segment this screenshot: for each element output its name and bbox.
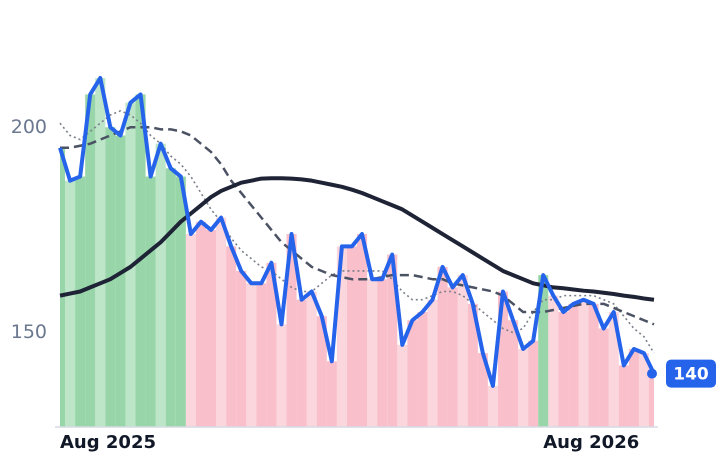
column [467, 303, 478, 427]
column [346, 246, 357, 427]
column [246, 283, 257, 427]
column [256, 283, 267, 427]
line [58, 76, 656, 388]
column [618, 365, 629, 427]
column [276, 324, 287, 427]
column [367, 279, 378, 427]
column [417, 312, 428, 427]
column [568, 303, 579, 427]
column [85, 94, 96, 428]
column [477, 353, 488, 427]
column [538, 275, 549, 427]
column [195, 221, 206, 427]
column [155, 143, 166, 428]
column [437, 266, 448, 427]
column [508, 320, 519, 427]
column [457, 275, 468, 427]
column [296, 299, 307, 427]
column [407, 320, 418, 427]
column [548, 295, 559, 427]
x-tick-label: Aug 2025 [60, 432, 156, 453]
column [336, 246, 347, 427]
column [588, 303, 599, 427]
column [648, 373, 654, 427]
badge [666, 359, 716, 388]
column [165, 168, 176, 427]
column [397, 344, 408, 427]
column [205, 229, 217, 427]
column [115, 135, 126, 427]
y-tick-label: 150 [11, 321, 47, 343]
column [216, 217, 227, 427]
column [528, 340, 539, 427]
column [286, 234, 297, 427]
column [377, 279, 388, 427]
column [427, 299, 438, 427]
column [357, 234, 368, 427]
column [175, 176, 186, 427]
column [145, 176, 156, 427]
column [598, 328, 609, 427]
column [497, 291, 509, 427]
column [447, 287, 458, 427]
column [316, 316, 327, 427]
column [487, 385, 498, 427]
column [628, 348, 639, 427]
line [59, 176, 655, 302]
x-tick-label: Aug 2026 [543, 432, 639, 453]
line [60, 126, 655, 326]
column [185, 234, 196, 427]
column [578, 299, 589, 427]
column [226, 246, 237, 427]
column [266, 262, 277, 427]
column [236, 270, 247, 427]
column [306, 291, 317, 427]
column [95, 78, 106, 427]
column [326, 361, 337, 427]
column [638, 353, 649, 427]
column [387, 254, 398, 427]
column [60, 147, 66, 428]
column [558, 312, 569, 427]
last-point [647, 368, 657, 379]
y-tick-label: 200 [11, 116, 47, 138]
column [518, 348, 529, 427]
column [608, 312, 619, 427]
column [75, 176, 86, 427]
column [65, 180, 76, 427]
last-value-label: 140 [673, 365, 709, 385]
